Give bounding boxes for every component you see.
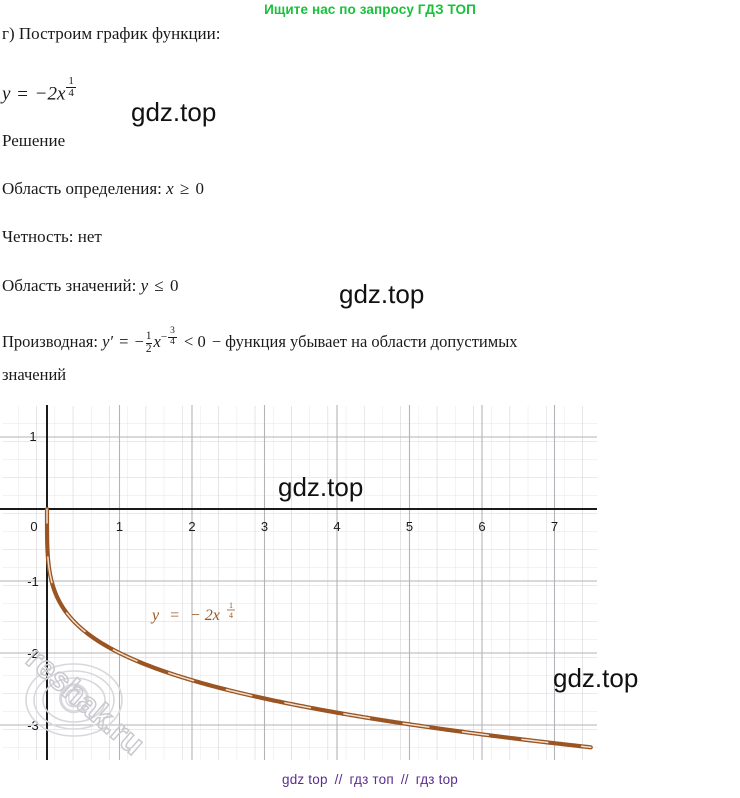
formula-coefficient: −2x <box>34 83 66 105</box>
range-variable: y <box>140 276 149 295</box>
gdz-watermark: gdz.top <box>131 97 217 127</box>
derivative-exponent-sign: − <box>160 331 168 344</box>
range-label: Область значений: <box>2 276 137 295</box>
derivative-equals: = <box>119 331 129 351</box>
derivative-minus: − <box>134 331 144 351</box>
domain-variable: x <box>166 179 174 198</box>
derivative-relation: < 0 <box>184 331 206 351</box>
domain-label: Область определения: <box>2 179 162 198</box>
footer-links: gdz top // гдз топ // гдз top <box>0 772 740 787</box>
task-intro-text: г) Построим график функции: <box>2 24 221 43</box>
derivative-coefficient-numerator: 1 <box>145 330 152 343</box>
domain-relation: ≥ <box>179 179 190 198</box>
derivative-lhs: y′ <box>102 331 114 351</box>
footer-link-1[interactable]: gdz top <box>281 772 328 787</box>
x-tick-label: 3 <box>261 519 268 534</box>
curve-label-equals: = <box>169 607 180 624</box>
y-tick-label: -3 <box>27 718 39 733</box>
formula-exponent-denominator: 4 <box>66 87 76 100</box>
svg-text:y = − 2x: y = − 2x <box>150 607 220 624</box>
x-tick-label: 5 <box>406 519 413 534</box>
parity-line: Четность: нет <box>2 227 102 246</box>
domain-line: Область определения: x ≥ 0 <box>2 179 204 199</box>
curve-label-coef: − 2x <box>190 607 220 624</box>
footer-link-2[interactable]: гдз топ <box>349 772 394 787</box>
curve-label-exponent-denominator: 4 <box>229 611 233 620</box>
derivative-dash: − <box>211 331 222 351</box>
y-tick-label: -2 <box>27 646 39 661</box>
function-graph: 0 1 2 3 4 5 6 7 1 -1 -2 -3 y = − 2x <box>0 405 600 760</box>
x-tick-label: 1 <box>116 519 123 534</box>
curve-equation-label: y = − 2x 1 4 <box>150 601 235 624</box>
promo-banner: Ищите нас по запросу ГДЗ ТОП <box>264 2 476 17</box>
main-formula: y = −2x 1 4 <box>2 75 77 106</box>
gdz-watermark: gdz.top <box>339 279 425 309</box>
derivative-coefficient-denominator: 2 <box>145 342 152 355</box>
footer-separator: // <box>400 772 409 787</box>
y-tick-label: -1 <box>27 574 39 589</box>
derivative-conclusion-continued: значений <box>2 365 67 384</box>
plotted-curve <box>44 506 593 750</box>
derivative-conclusion: функция убывает на области допустимых <box>225 331 518 351</box>
x-tick-label: 6 <box>478 519 485 534</box>
formula-exponent-numerator: 1 <box>68 75 74 87</box>
derivative-exponent: −3 4 <box>160 326 178 346</box>
x-tick-label: 0 <box>30 519 37 534</box>
derivative-label: Производная: <box>2 331 98 351</box>
footer-separator: // <box>334 772 343 787</box>
domain-bound: 0 <box>195 179 205 198</box>
curve-label-lhs: y <box>150 607 160 624</box>
range-bound: 0 <box>169 276 179 295</box>
formula-lhs: y <box>2 83 11 105</box>
x-tick-label: 7 <box>551 519 558 534</box>
x-axis-tick-labels: 0 1 2 3 4 5 6 7 <box>30 519 558 534</box>
curve-label-exponent-numerator: 1 <box>229 601 233 610</box>
range-relation: ≤ <box>154 276 164 295</box>
x-tick-label: 4 <box>333 519 340 534</box>
derivative-variable: x <box>153 331 161 351</box>
graph-svg: 0 1 2 3 4 5 6 7 1 -1 -2 -3 y = − 2x <box>0 405 600 760</box>
formula-equals: = <box>17 83 28 105</box>
derivative-exponent-denominator: 4 <box>168 336 177 347</box>
footer-link-3[interactable]: гдз top <box>415 772 458 787</box>
solution-heading: Решение <box>2 131 66 150</box>
derivative-line: Производная: y′ = −1 2 x− 3 4 < 0 − функция … <box>2 326 518 356</box>
derivative-exponent-numerator: 3 <box>170 326 175 336</box>
range-line: Область значений: y ≤ 0 <box>2 276 178 296</box>
x-tick-label: 2 <box>188 519 195 534</box>
y-tick-label: 1 <box>29 429 36 444</box>
